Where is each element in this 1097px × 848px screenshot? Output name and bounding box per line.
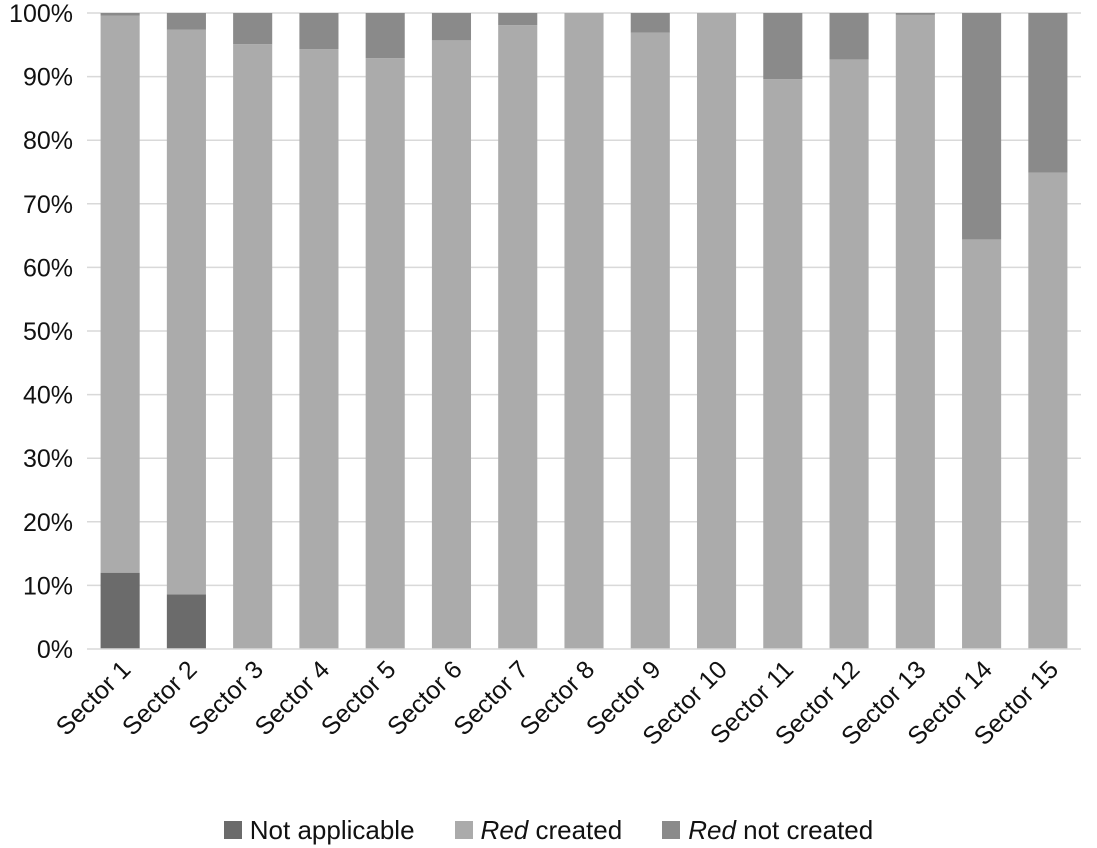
bar-segment <box>895 13 935 15</box>
y-tick-label: 0% <box>37 636 73 664</box>
legend-label: Red not created <box>688 814 874 845</box>
bars <box>100 13 1068 650</box>
y-tick-label: 80% <box>23 127 73 155</box>
y-tick-label: 90% <box>23 64 73 92</box>
bar-segment <box>233 13 273 45</box>
bar-segment <box>233 44 273 649</box>
bar-segment <box>1028 172 1068 650</box>
y-tick-label: 30% <box>23 445 73 473</box>
bar-segment <box>829 13 869 60</box>
bar-segment <box>299 13 339 50</box>
bar-segment <box>564 13 604 649</box>
bar-segment <box>498 25 538 650</box>
y-tick-label: 70% <box>23 191 73 219</box>
bar-segment <box>498 13 538 26</box>
legend-label: Not applicable <box>249 814 415 845</box>
bar-segment <box>365 58 405 649</box>
legend-swatch <box>454 821 473 839</box>
bar-segment <box>166 594 206 649</box>
bar-segment <box>431 40 472 649</box>
bar-segment <box>100 572 140 649</box>
legend-label: Red created <box>480 814 623 845</box>
y-tick-label: 60% <box>23 254 73 282</box>
bar-segment <box>431 13 472 41</box>
legend-item: Not applicable <box>223 814 415 846</box>
legend-item: Red created <box>454 814 623 846</box>
legend-item: Red not created <box>662 815 873 846</box>
bar-segment <box>1028 13 1068 173</box>
y-tick-labels: 0% 10% 20% 30% 40% 50% 60% 70% 80% 90% 100% <box>9 0 73 664</box>
y-tick-label: 20% <box>23 509 73 537</box>
bar-segment <box>100 15 140 573</box>
bar-segment <box>696 13 737 649</box>
bar-segment <box>166 13 206 30</box>
bar-segment <box>895 14 935 649</box>
y-tick-label: 40% <box>23 382 73 410</box>
bar-segment <box>962 239 1002 649</box>
y-tick-label: 50% <box>23 318 73 346</box>
bar-segment <box>829 59 869 650</box>
bar-segment <box>763 79 803 650</box>
bar-segment <box>962 13 1002 240</box>
bar-segment <box>365 13 405 59</box>
bar-segment <box>630 13 670 33</box>
y-tick-label: 10% <box>23 572 73 600</box>
bar-segment <box>763 13 803 80</box>
stacked-bar-chart: 0% 10% 20% 30% 40% 50% 60% 70% 80% 90% 100% Sector… <box>9 0 1081 751</box>
legend-swatch <box>223 821 242 839</box>
legend: Not applicable Red created Red not created <box>0 812 1097 848</box>
bar-segment <box>166 29 206 595</box>
y-tick-label: 100% <box>9 0 73 28</box>
bar-segment <box>100 13 140 16</box>
legend-swatch <box>662 821 681 839</box>
bar-segment <box>299 49 339 649</box>
bar-segment <box>630 32 670 649</box>
